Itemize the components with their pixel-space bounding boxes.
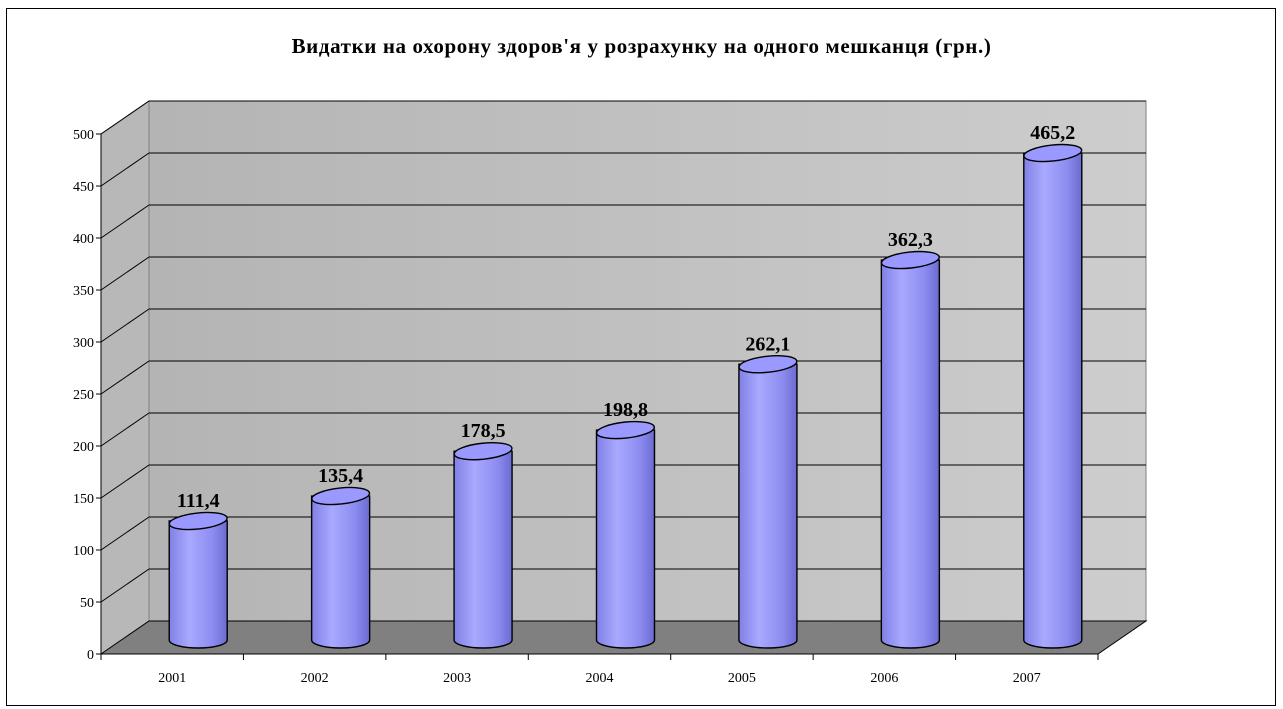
x-tick-label: 2001: [158, 671, 186, 686]
bar-body: [880, 259, 941, 649]
bar: [1023, 143, 1083, 649]
bar: [595, 420, 656, 649]
bar-body: [310, 495, 371, 649]
y-tick-label: 250: [73, 388, 94, 403]
bar-top: [738, 355, 798, 374]
gridline-side: [100, 256, 150, 291]
gridline-side: [100, 516, 150, 551]
bar: [453, 441, 513, 649]
y-tick-label: 150: [73, 492, 94, 507]
x-tick-label: 2007: [1013, 671, 1041, 686]
bar-top: [880, 250, 940, 270]
y-tick-label: 0: [87, 648, 94, 663]
y-tick-label: 500: [73, 128, 94, 143]
gridline-side: [100, 360, 150, 395]
chart-title: Видатки на охорону здоров'я у розрахунку…: [291, 34, 992, 58]
x-tick-label: 2006: [870, 671, 898, 686]
bar-body: [1023, 152, 1083, 649]
bar-top: [1023, 143, 1083, 163]
data-label: 198,8: [603, 399, 648, 421]
bar-top: [453, 441, 513, 461]
y-tick-label: 50: [80, 596, 94, 611]
bar: [310, 486, 371, 649]
bar-body: [453, 450, 513, 649]
bar: [168, 511, 228, 649]
data-label: 178,5: [461, 420, 506, 442]
y-tick-label: 300: [73, 336, 94, 351]
gridline-side: [100, 152, 150, 187]
y-tick-label: 450: [73, 180, 94, 195]
gridline-side: [100, 308, 150, 343]
data-label: 111,4: [177, 490, 220, 512]
data-label: 465,2: [1030, 122, 1075, 144]
y-tick-label: 200: [73, 440, 94, 455]
x-tick-label: 2003: [443, 671, 471, 686]
data-label: 262,1: [745, 333, 790, 355]
x-tick-label: 2004: [586, 671, 614, 686]
gridline-side: [100, 412, 150, 447]
y-tick-label: 100: [73, 544, 94, 559]
bar-body: [738, 363, 798, 649]
gridline-side: [100, 100, 150, 135]
bar-top: [311, 486, 371, 506]
x-tick-label: 2005: [728, 671, 756, 686]
bar: [880, 250, 941, 649]
data-label: 362,3: [888, 229, 933, 251]
y-tick-label: 400: [73, 232, 94, 247]
y-tick-label: 350: [73, 284, 94, 299]
gridline-side: [100, 464, 150, 499]
gridline-side: [100, 204, 150, 239]
data-label: 135,4: [318, 465, 363, 487]
bar-body: [168, 520, 228, 649]
x-tick-label: 2002: [301, 671, 329, 686]
bar-body: [595, 429, 656, 649]
bar-top: [595, 420, 656, 440]
gridline-side: [100, 568, 150, 603]
bar-top: [168, 511, 228, 531]
bar: [738, 355, 798, 649]
